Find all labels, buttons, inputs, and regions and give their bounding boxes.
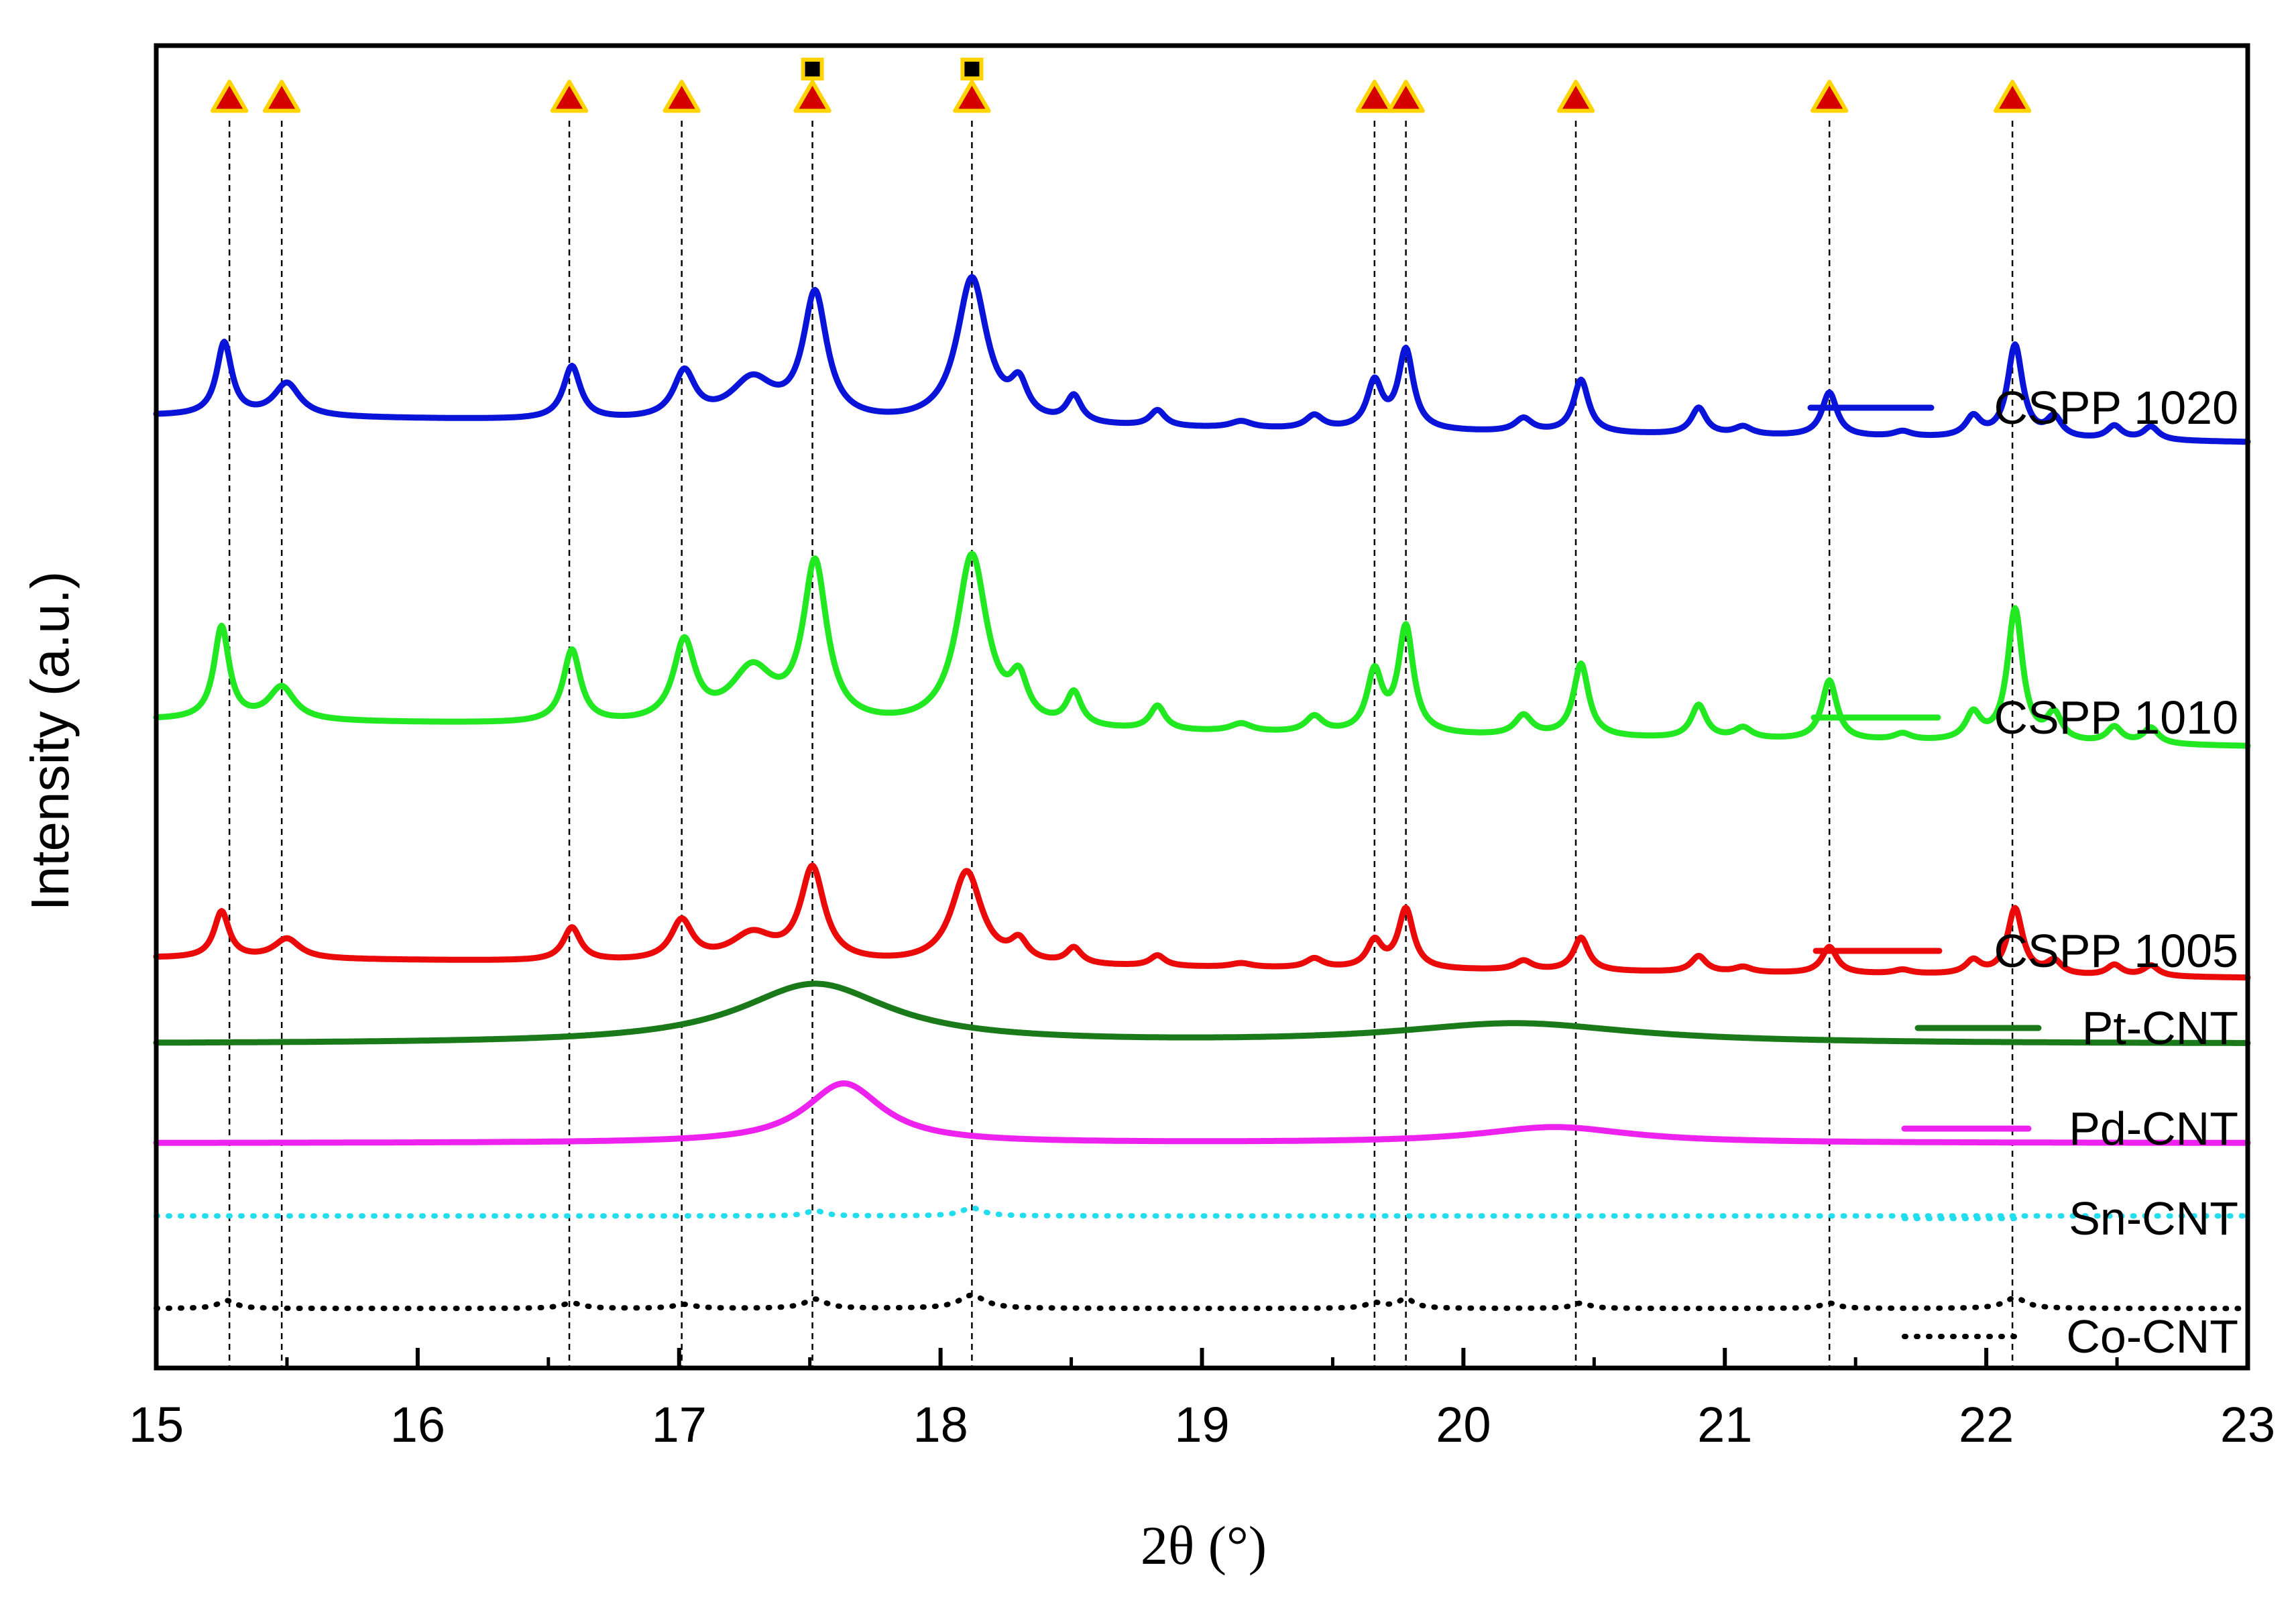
x-tick-label-0: 15 [129, 1397, 184, 1452]
x-tick-label-1: 16 [390, 1397, 445, 1452]
legend-label-5: Sn-CNT [2069, 1192, 2238, 1245]
legend-label-4: Pd-CNT [2069, 1102, 2238, 1155]
legend-label-0: CSPP 1020 [1994, 382, 2238, 434]
x-axis-label: 2θ (°) [1141, 1515, 1267, 1576]
figure-background [0, 0, 2296, 1598]
square-marker-0 [803, 60, 822, 78]
y-axis-label: Intensity (a.u.) [20, 571, 80, 911]
xrd-chart: CSPP 1020 CSPP 1010 CSPP 1005 Pt-CNT Pd-CNT S… [0, 0, 2296, 1598]
x-tick-label-3: 18 [913, 1397, 968, 1452]
x-tick-label-6: 21 [1697, 1397, 1752, 1452]
legend-label-2: CSPP 1005 [1994, 925, 2238, 977]
legend-label-3: Pt-CNT [2082, 1002, 2238, 1054]
square-marker-1 [962, 60, 981, 78]
legend-label-1: CSPP 1010 [1994, 691, 2238, 744]
x-tick-label-7: 22 [1959, 1397, 2014, 1452]
x-tick-label-5: 20 [1436, 1397, 1491, 1452]
legend-label-6: Co-CNT [2066, 1310, 2238, 1363]
x-tick-label-2: 17 [652, 1397, 707, 1452]
x-tick-label-4: 19 [1174, 1397, 1229, 1452]
x-tick-label-8: 23 [2220, 1397, 2275, 1452]
